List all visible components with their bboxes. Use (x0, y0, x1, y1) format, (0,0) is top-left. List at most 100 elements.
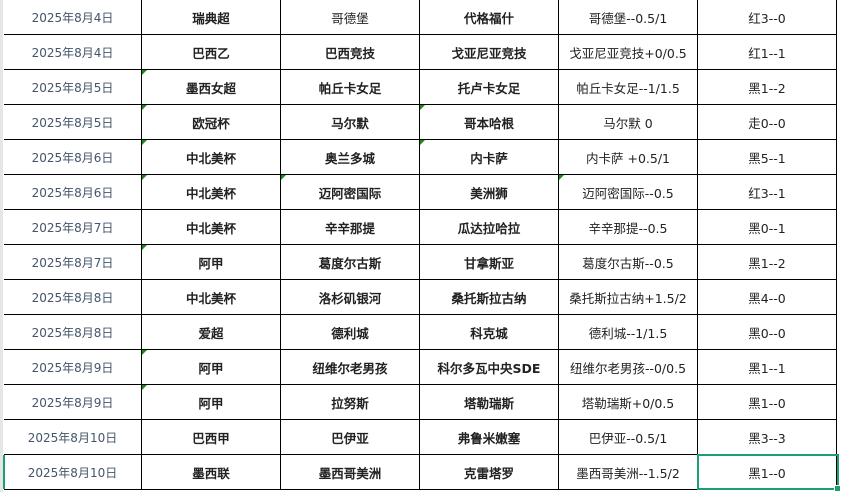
date-cell[interactable]: 2025年8月7日 (4, 244, 142, 280)
league-cell[interactable]: 阿甲 (141, 244, 281, 280)
home-team-cell[interactable]: 帕丘卡女足 (280, 69, 420, 105)
home-team-cell[interactable]: 洛杉矶银河 (280, 279, 420, 315)
date-cell[interactable]: 2025年8月7日 (4, 209, 142, 245)
away-team-cell[interactable]: 科克城 (419, 314, 559, 350)
result-cell-text: 黑1--2 (748, 255, 786, 271)
league-cell[interactable]: 中北美杯 (141, 209, 281, 245)
result-cell[interactable]: 黑3--3 (697, 419, 837, 455)
away-team-cell[interactable]: 弗鲁米嫩塞 (419, 419, 559, 455)
handicap-cell[interactable]: 迈阿密国际--0.5 (558, 174, 698, 210)
away-team-cell[interactable]: 塔勒瑞斯 (419, 384, 559, 420)
handicap-cell-text: 马尔默 0 (603, 115, 653, 131)
home-team-cell[interactable]: 哥德堡 (280, 0, 420, 35)
table-row: 2025年8月4日 瑞典超 哥德堡 代格福什 哥德堡--0.5/1 红3--0 (4, 0, 837, 35)
away-team-cell[interactable]: 代格福什 (419, 0, 559, 35)
home-team-cell[interactable]: 墨西哥美洲 (280, 454, 420, 490)
handicap-cell[interactable]: 德利城--1/1.5 (558, 314, 698, 350)
date-cell[interactable]: 2025年8月5日 (4, 104, 142, 140)
green-triangle-indicator-icon (420, 140, 425, 145)
home-team-cell[interactable]: 辛辛那提 (280, 209, 420, 245)
league-cell[interactable]: 阿甲 (141, 384, 281, 420)
result-cell[interactable]: 黑1--2 (697, 69, 837, 105)
home-team-cell[interactable]: 马尔默 (280, 104, 420, 140)
date-cell[interactable]: 2025年8月6日 (4, 174, 142, 210)
date-cell-text: 2025年8月8日 (31, 325, 114, 340)
away-team-cell[interactable]: 托卢卡女足 (419, 69, 559, 105)
league-cell[interactable]: 中北美杯 (141, 139, 281, 175)
handicap-cell[interactable]: 帕丘卡女足--1/1.5 (558, 69, 698, 105)
league-cell[interactable]: 瑞典超 (141, 0, 281, 35)
handicap-cell[interactable]: 桑托斯拉古纳+1.5/2 (558, 279, 698, 315)
away-team-cell[interactable]: 甘拿斯亚 (419, 244, 559, 280)
handicap-cell[interactable]: 墨西哥美洲--1.5/2 (558, 454, 698, 490)
league-cell[interactable]: 巴西乙 (141, 34, 281, 70)
date-cell[interactable]: 2025年8月8日 (4, 279, 142, 315)
result-cell[interactable]: 黑1--2 (697, 244, 837, 280)
handicap-cell[interactable]: 内卡萨 +0.5/1 (558, 139, 698, 175)
away-team-cell[interactable]: 桑托斯拉古纳 (419, 279, 559, 315)
date-cell[interactable]: 2025年8月5日 (4, 69, 142, 105)
league-cell[interactable]: 阿甲 (141, 349, 281, 385)
league-cell[interactable]: 中北美杯 (141, 174, 281, 210)
league-cell-text: 墨西联 (192, 465, 230, 481)
date-cell[interactable]: 2025年8月4日 (4, 34, 142, 70)
result-cell[interactable]: 黑0--1 (697, 209, 837, 245)
away-team-cell[interactable]: 克雷塔罗 (419, 454, 559, 490)
home-team-cell[interactable]: 葛度尔古斯 (280, 244, 420, 280)
result-cell-text: 黑0--0 (748, 325, 786, 341)
date-cell[interactable]: 2025年8月10日 (4, 454, 142, 490)
away-team-cell[interactable]: 瓜达拉哈拉 (419, 209, 559, 245)
away-team-cell[interactable]: 科尔多瓦中央SDE (419, 349, 559, 385)
home-team-cell[interactable]: 奥兰多城 (280, 139, 420, 175)
handicap-cell[interactable]: 马尔默 0 (558, 104, 698, 140)
league-cell[interactable]: 墨西女超 (141, 69, 281, 105)
home-team-cell[interactable]: 巴西竞技 (280, 34, 420, 70)
handicap-cell[interactable]: 哥德堡--0.5/1 (558, 0, 698, 35)
date-cell[interactable]: 2025年8月8日 (4, 314, 142, 350)
fill-handle[interactable] (834, 485, 841, 492)
result-cell[interactable]: 黑0--0 (697, 314, 837, 350)
home-team-cell[interactable]: 巴伊亚 (280, 419, 420, 455)
away-team-cell[interactable]: 美洲狮 (419, 174, 559, 210)
result-cell[interactable]: 红3--1 (697, 174, 837, 210)
result-cell[interactable]: 黑4--0 (697, 279, 837, 315)
home-team-cell-text: 墨西哥美洲 (318, 465, 382, 481)
handicap-cell[interactable]: 巴伊亚--0.5/1 (558, 419, 698, 455)
date-cell[interactable]: 2025年8月6日 (4, 139, 142, 175)
green-triangle-indicator-icon (142, 175, 147, 180)
home-team-cell[interactable]: 拉努斯 (280, 384, 420, 420)
league-cell[interactable]: 爱超 (141, 314, 281, 350)
result-cell[interactable]: 黑5--1 (697, 139, 837, 175)
league-cell[interactable]: 中北美杯 (141, 279, 281, 315)
date-cell[interactable]: 2025年8月9日 (4, 384, 142, 420)
result-cell[interactable]: 走0--0 (697, 104, 837, 140)
green-triangle-indicator-icon (142, 385, 147, 390)
handicap-cell[interactable]: 戈亚尼亚竞技+0/0.5 (558, 34, 698, 70)
handicap-cell[interactable]: 葛度尔古斯--0.5 (558, 244, 698, 280)
handicap-cell[interactable]: 辛辛那提--0.5 (558, 209, 698, 245)
result-cell[interactable]: 黑1--1 (697, 349, 837, 385)
handicap-cell[interactable]: 纽维尔老男孩--0/0.5 (558, 349, 698, 385)
away-team-cell[interactable]: 哥本哈根 (419, 104, 559, 140)
away-team-cell[interactable]: 戈亚尼亚竞技 (419, 34, 559, 70)
home-team-cell[interactable]: 德利城 (280, 314, 420, 350)
away-team-cell[interactable]: 内卡萨 (419, 139, 559, 175)
league-cell[interactable]: 墨西联 (141, 454, 281, 490)
home-team-cell[interactable]: 迈阿密国际 (280, 174, 420, 210)
result-cell[interactable]: 红3--0 (697, 0, 837, 35)
league-cell[interactable]: 欧冠杯 (141, 104, 281, 140)
away-team-cell-text: 甘拿斯亚 (463, 255, 514, 271)
away-team-cell-text: 美洲狮 (470, 185, 508, 201)
date-cell[interactable]: 2025年8月10日 (4, 419, 142, 455)
home-team-cell[interactable]: 纽维尔老男孩 (280, 349, 420, 385)
handicap-cell[interactable]: 塔勒瑞斯+0/0.5 (558, 384, 698, 420)
result-cell[interactable]: 黑1--0 (697, 384, 837, 420)
date-cell[interactable]: 2025年8月4日 (4, 0, 142, 35)
result-cell[interactable]: 红1--1 (697, 34, 837, 70)
green-triangle-indicator-icon (142, 350, 147, 355)
table-row: 2025年8月8日 中北美杯 洛杉矶银河 桑托斯拉古纳 桑托斯拉古纳+1.5/2 黑4--… (4, 279, 837, 315)
date-cell[interactable]: 2025年8月9日 (4, 349, 142, 385)
league-cell[interactable]: 巴西甲 (141, 419, 281, 455)
league-cell-text: 阿甲 (198, 255, 224, 271)
date-cell-text: 2025年8月7日 (31, 220, 114, 235)
